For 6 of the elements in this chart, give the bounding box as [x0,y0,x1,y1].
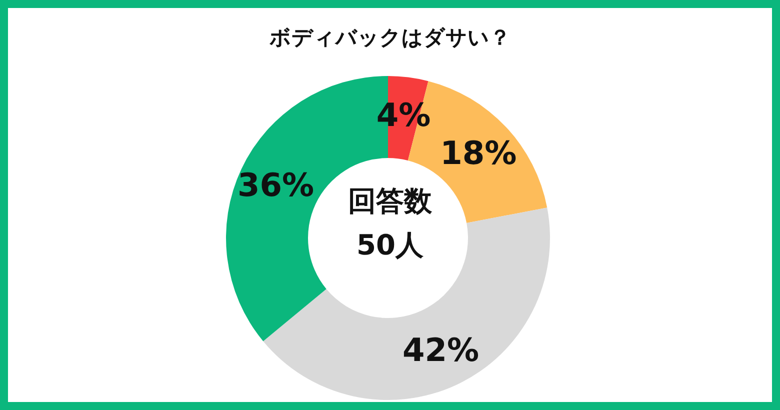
chart-title: ボディバックはダサい？ [268,26,510,50]
data-label: 42% [402,331,480,370]
text: 回答数 [348,184,433,218]
text: 50人 [356,228,424,262]
data-label: 18% [440,134,517,172]
data-label: 36% [238,166,314,204]
